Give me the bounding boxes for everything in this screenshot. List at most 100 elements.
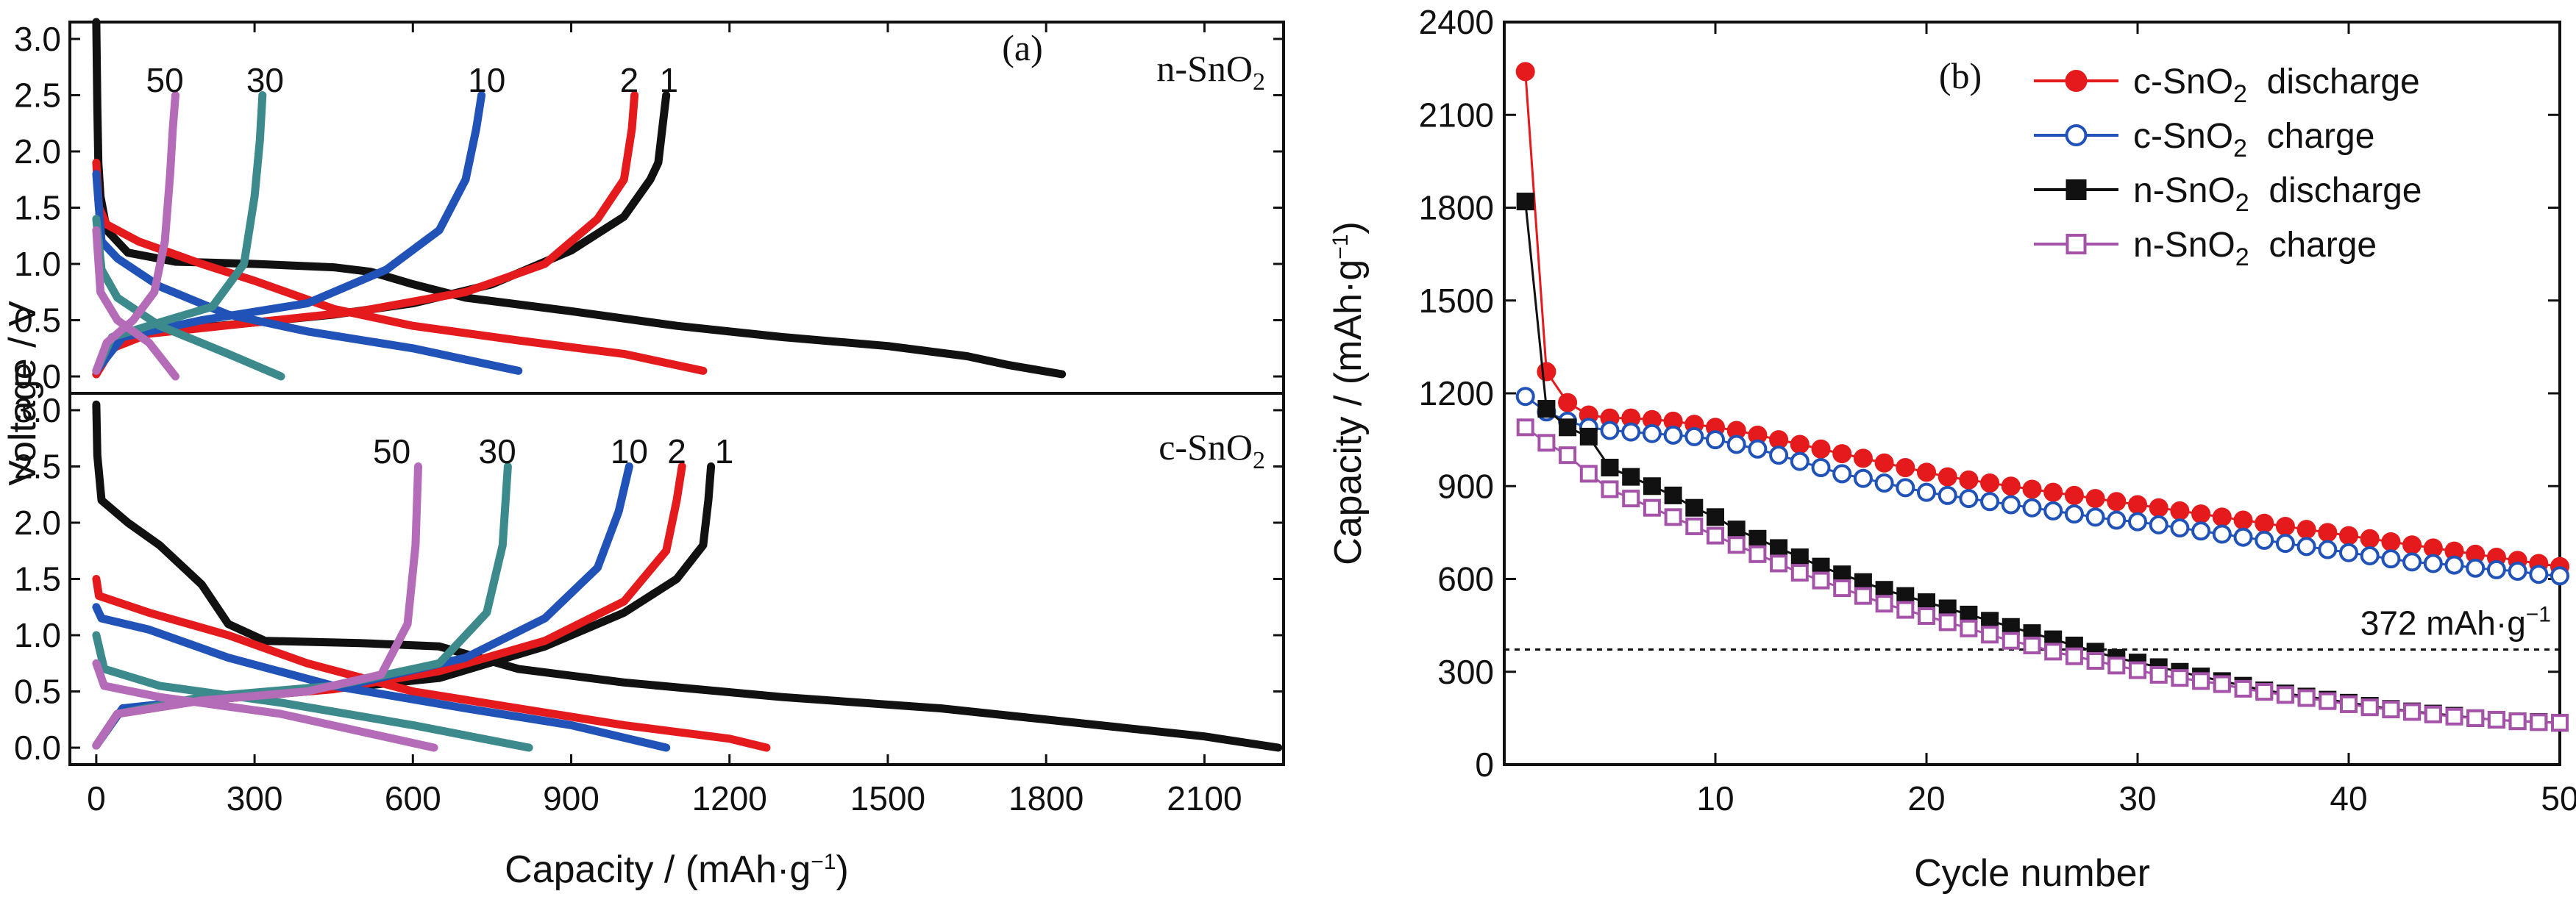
data-point — [1684, 426, 1704, 446]
data-point — [1981, 626, 1999, 644]
legend-marker — [2066, 234, 2087, 254]
data-point — [2508, 561, 2527, 581]
data-point — [1960, 619, 1978, 637]
data-point — [1707, 526, 1724, 545]
data-point — [2296, 537, 2316, 557]
data-point — [1726, 434, 1746, 454]
data-point — [1790, 451, 1810, 471]
data-point — [1980, 473, 2000, 493]
data-point — [2085, 489, 2105, 509]
data-point — [2001, 476, 2021, 496]
text-span: −1 — [811, 850, 836, 874]
y-tick-label: 2.0 — [14, 132, 61, 171]
data-point — [2275, 534, 2295, 554]
data-point — [1811, 439, 1831, 459]
y-tick-label: 2.5 — [14, 447, 61, 485]
y-tick-label: 0.0 — [14, 729, 61, 767]
text-span: 2 — [2235, 243, 2249, 271]
y-tick-label: 1800 — [1419, 189, 1494, 227]
cycle-label-50: 50 — [146, 61, 184, 99]
x-tick-label: 1800 — [1008, 779, 1084, 818]
data-point — [1516, 193, 1534, 211]
curve-cycle-50-charge — [92, 462, 422, 750]
data-point — [1874, 473, 1894, 493]
data-point — [2064, 485, 2084, 505]
data-point — [2487, 710, 2505, 729]
x-tick-label: 2100 — [1167, 779, 1242, 818]
data-point — [1515, 62, 1535, 82]
panel-label-b: (b) — [1939, 55, 1982, 96]
data-point — [2508, 712, 2527, 731]
data-point — [2002, 632, 2020, 650]
data-point — [2023, 636, 2041, 654]
data-point — [1874, 453, 1894, 473]
x-tick-label: 40 — [2330, 779, 2367, 818]
cycle-label-1: 1 — [659, 61, 678, 99]
curve-cycle-50-discharge — [92, 659, 438, 752]
data-point — [2297, 689, 2316, 707]
data-point — [2065, 647, 2083, 665]
data-point — [1559, 418, 1577, 437]
data-point — [1515, 387, 1535, 407]
y-tick-label: 2100 — [1419, 96, 1494, 134]
data-point — [1854, 587, 1872, 605]
y-tick-label: 0.5 — [14, 301, 61, 340]
data-point — [2550, 566, 2569, 586]
text-span: discharge — [2249, 171, 2422, 210]
text-span: 2 — [1253, 447, 1265, 474]
data-point — [2170, 518, 2190, 538]
x-tick-label: 1500 — [850, 779, 925, 818]
data-point — [2064, 504, 2084, 524]
cycle-label-2: 2 — [667, 432, 686, 471]
data-point — [2381, 549, 2401, 569]
curve-cycle-2-discharge — [92, 158, 708, 375]
data-point — [2360, 529, 2380, 548]
subplot-n-sno2: 0.00.51.01.52.02.53.050 30 10 2 1 n-SnO2 — [14, 18, 1284, 396]
cycle-label-30: 30 — [479, 432, 516, 471]
y-tick-label: 0 — [1475, 745, 1494, 784]
data-point — [1959, 489, 1979, 509]
legend-entry: c-SnO2 discharge — [2133, 62, 2420, 108]
data-point — [2319, 692, 2337, 710]
data-point — [1622, 490, 1640, 508]
data-point — [1832, 444, 1852, 464]
data-point — [2107, 510, 2127, 530]
text-span: n-SnO — [1156, 48, 1253, 89]
y-tick-label: 1200 — [1419, 374, 1494, 412]
data-point — [1896, 458, 1915, 477]
data-point — [1918, 607, 1935, 625]
data-point — [2276, 686, 2294, 704]
y-tick-label: 1.0 — [14, 616, 61, 654]
panel-label-a: (a) — [1002, 27, 1043, 68]
data-point — [1980, 492, 2000, 512]
y-tick-label: 600 — [1437, 560, 1494, 598]
subplot-c-sno2: 0.00.51.01.52.02.53.050 30 10 2 1 c-SnO2 — [14, 391, 1284, 767]
data-point — [1832, 464, 1852, 484]
data-point — [2340, 695, 2358, 713]
data-point — [1812, 571, 1830, 590]
data-point — [2402, 552, 2422, 572]
data-point — [1642, 423, 1662, 443]
text-span: c-SnO — [1159, 426, 1253, 468]
y-tick-label: 2.0 — [14, 504, 61, 542]
data-point — [2191, 504, 2211, 524]
data-point — [1707, 508, 1724, 526]
data-point — [1790, 434, 1810, 454]
data-point — [2255, 530, 2274, 550]
data-point — [1558, 393, 1578, 412]
data-point — [2129, 661, 2146, 679]
cycle-label-10: 10 — [611, 432, 648, 471]
data-point — [2233, 527, 2253, 547]
data-point — [1748, 439, 1768, 459]
x-tick-label: 50 — [2541, 779, 2576, 818]
y-tick-label: 900 — [1437, 467, 1494, 505]
x-tick-label: 30 — [2118, 779, 2156, 818]
legend-entry: c-SnO2 charge — [2133, 117, 2374, 162]
series-line — [1524, 426, 2561, 724]
y-tick-label: 2.5 — [14, 76, 61, 114]
y-tick-label: 1.5 — [14, 560, 61, 598]
legend-marker — [2065, 124, 2088, 146]
x-tick-label: 10 — [1696, 779, 1734, 818]
data-point — [1643, 498, 1661, 517]
